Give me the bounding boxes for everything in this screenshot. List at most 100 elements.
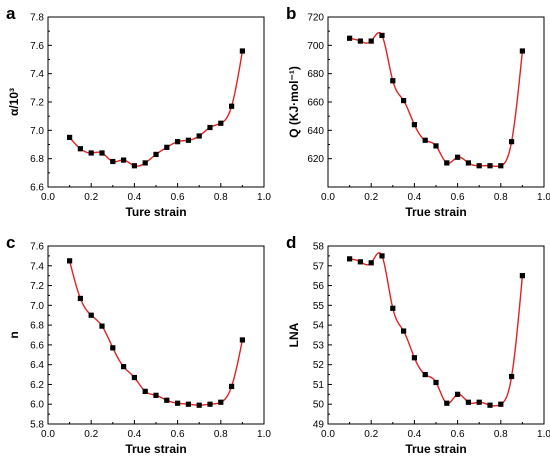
y-tick-label: 640	[307, 126, 324, 137]
data-point	[519, 48, 525, 54]
data-point	[498, 401, 504, 407]
y-tick-label: 52	[313, 360, 325, 371]
x-tick-label: 1.0	[537, 192, 550, 203]
data-point	[390, 78, 396, 84]
x-tick-label: 0.8	[214, 429, 228, 440]
x-tick-label: 0.6	[171, 429, 185, 440]
data-point	[487, 163, 493, 169]
x-tick-label: 0.4	[407, 192, 421, 203]
x-tick-label: 1.0	[257, 429, 271, 440]
data-point	[455, 154, 461, 160]
y-axis-label: n	[7, 331, 21, 338]
data-point	[401, 328, 407, 334]
data-point	[422, 371, 428, 378]
y-tick-label: 7.0	[30, 301, 44, 312]
y-axis-label: Q (KJ·mol⁻¹)	[287, 66, 301, 138]
x-tick-label: 0.6	[171, 192, 185, 203]
x-tick-label: 0.0	[321, 429, 335, 440]
x-tick-label: 0.0	[41, 192, 55, 203]
y-tick-label: 7.6	[30, 242, 44, 253]
data-point	[77, 295, 83, 302]
data-point	[229, 383, 235, 390]
y-tick-label: 58	[313, 242, 325, 253]
y-tick-label: 6.2	[30, 380, 44, 391]
x-axis-label: True strain	[125, 442, 186, 456]
data-point	[67, 258, 73, 264]
data-point	[465, 399, 471, 405]
y-tick-label: 6.8	[30, 321, 44, 332]
data-point	[422, 137, 428, 143]
y-tick-label: 6.6	[30, 183, 44, 194]
data-point	[433, 379, 439, 386]
data-point	[164, 144, 170, 150]
data-point	[357, 259, 363, 265]
y-tick-label: 49	[313, 420, 325, 431]
y-tick-label: 6.0	[30, 400, 44, 411]
y-axis-label: α/10³	[7, 88, 21, 116]
data-point	[175, 400, 181, 406]
y-tick-label: 7.2	[30, 281, 44, 292]
data-point	[142, 160, 148, 166]
data-point	[88, 312, 94, 318]
y-tick-label: 720	[307, 13, 324, 24]
y-tick-label: 53	[313, 340, 325, 351]
x-axis-label: True strain	[405, 442, 466, 456]
x-tick-label: 0.6	[451, 192, 465, 203]
panel-letter: d	[286, 233, 296, 252]
x-tick-label: 0.6	[451, 429, 465, 440]
x-tick-label: 0.2	[364, 192, 378, 203]
data-point	[110, 158, 116, 165]
data-point	[207, 124, 213, 131]
y-tick-label: 7.4	[30, 69, 44, 80]
fit-curve	[69, 50, 244, 167]
plot-frame	[327, 245, 545, 425]
data-point	[67, 134, 73, 141]
data-point	[347, 256, 353, 262]
x-tick-label: 0.2	[84, 192, 98, 203]
data-point	[196, 133, 202, 139]
data-point	[401, 97, 407, 104]
data-point	[368, 38, 374, 44]
data-point	[379, 253, 385, 259]
data-point	[411, 122, 417, 128]
data-point	[509, 139, 515, 145]
x-tick-label: 0.4	[127, 192, 141, 203]
data-point	[498, 163, 504, 169]
x-tick-label: 1.0	[537, 429, 550, 440]
panel-d: 0.0 0.2 0.4 0.6 0.8 1.0 49 50 51 52 53 54 55 56 57 58 Tr…	[286, 233, 550, 456]
data-point	[185, 401, 191, 407]
data-point	[185, 137, 191, 143]
data-point	[77, 146, 83, 152]
y-tick-label: 7.2	[30, 98, 44, 109]
data-point	[239, 48, 245, 54]
panel-c: 0.0 0.2 0.4 0.6 0.8 1.0 5.8 6.0 6.2 6.4 6.6 6.8 7.0 7…	[6, 233, 271, 456]
data-point	[239, 337, 245, 343]
x-tick-label: 0.8	[494, 429, 508, 440]
data-point	[487, 402, 493, 408]
data-point	[196, 402, 202, 408]
data-point	[455, 391, 461, 397]
data-point	[433, 143, 439, 149]
y-axis-label: LNA	[287, 322, 301, 347]
plot-frame	[47, 16, 265, 188]
x-tick-label: 0.4	[127, 429, 141, 440]
y-tick-label: 51	[313, 380, 325, 391]
data-point	[444, 400, 450, 406]
x-tick-label: 1.0	[257, 192, 271, 203]
data-point	[476, 399, 482, 405]
data-point	[131, 374, 137, 381]
data-point	[142, 388, 148, 394]
data-point	[357, 38, 363, 44]
x-tick-label: 0.8	[494, 192, 508, 203]
data-point	[229, 103, 235, 109]
y-tick-label: 6.4	[30, 360, 44, 371]
data-point	[444, 160, 450, 166]
data-point	[390, 305, 396, 311]
panel-letter: c	[6, 233, 15, 252]
data-point	[175, 139, 181, 145]
data-point	[121, 157, 127, 163]
data-point	[207, 401, 213, 407]
data-point	[99, 150, 105, 156]
data-point	[368, 260, 374, 266]
